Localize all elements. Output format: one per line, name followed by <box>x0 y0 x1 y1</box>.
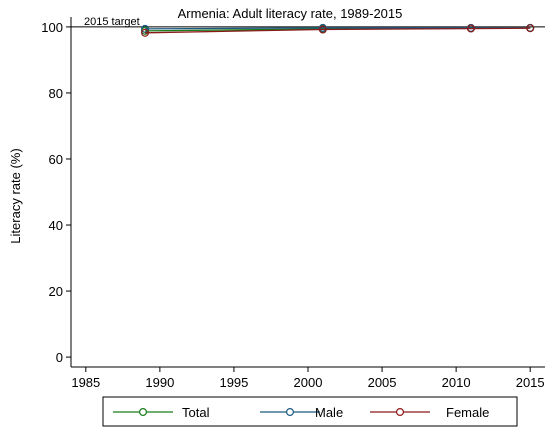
data-point-female <box>466 24 475 33</box>
data-point-female <box>141 28 150 37</box>
legend-marker-total <box>139 408 148 417</box>
x-axis-ticks: 1985 1990 1995 2000 2005 2010 2015 <box>71 367 545 390</box>
y-tick-label: 60 <box>49 152 63 167</box>
x-tick-label: 1995 <box>219 375 248 390</box>
series-layer <box>141 23 535 37</box>
x-tick-label: 2015 <box>516 375 545 390</box>
legend-label-female: Female <box>446 405 489 420</box>
y-axis-ticks: 0 20 40 60 80 100 <box>41 20 71 365</box>
legend-label-male: Male <box>315 405 343 420</box>
y-tick-label: 20 <box>49 284 63 299</box>
chart-title: Armenia: Adult literacy rate, 1989-2015 <box>178 6 403 21</box>
reference-line-label: 2015 target <box>84 16 140 28</box>
y-tick-label: 0 <box>56 350 63 365</box>
legend-label-total: Total <box>182 405 210 420</box>
x-tick-label: 2010 <box>442 375 471 390</box>
x-tick-label: 1990 <box>145 375 174 390</box>
legend-marker-female <box>396 408 405 417</box>
x-tick-label: 1985 <box>71 375 100 390</box>
y-tick-label: 80 <box>49 86 63 101</box>
data-point-male <box>141 24 150 33</box>
y-tick-label: 100 <box>41 20 63 35</box>
x-tick-label: 2000 <box>294 375 323 390</box>
data-point-female <box>318 25 327 34</box>
y-tick-label: 40 <box>49 218 63 233</box>
legend-marker-male <box>286 408 295 417</box>
data-point-female <box>526 24 535 33</box>
x-tick-label: 2005 <box>368 375 397 390</box>
series-line-female <box>145 27 531 34</box>
y-axis-label: Literacy rate (%) <box>8 148 23 243</box>
legend: Total Male Female <box>113 405 489 420</box>
